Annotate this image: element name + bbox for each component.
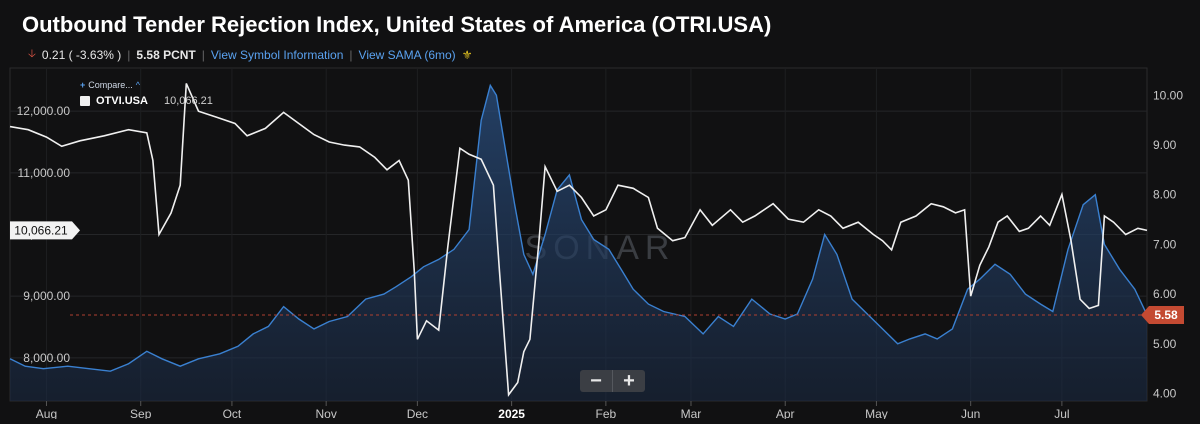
- x-axis-tick-label: Mar: [681, 407, 702, 419]
- x-axis-tick-label: Apr: [776, 407, 795, 419]
- chart-svg[interactable]: SONAR 8,000.009,000.0010,000.0011,000.00…: [0, 66, 1200, 421]
- right-axis-tick-label: 5.00: [1153, 337, 1177, 351]
- change-value: 0.21 ( -3.63% ): [41, 47, 122, 62]
- chevron-up-icon: ^: [135, 80, 141, 90]
- left-current-badge-label: 10,066.21: [14, 223, 68, 237]
- series-marks: [9, 83, 1148, 402]
- x-axis-tick-label: Sep: [130, 407, 152, 419]
- legend-series-value: 10,066.21: [163, 95, 213, 107]
- swag-icon[interactable]: ⚜: [461, 47, 473, 62]
- zoom-out-button[interactable]: −: [590, 370, 602, 392]
- legend: + Compare... ^ OTVI.USA 10,066.21: [80, 80, 213, 107]
- chart[interactable]: SONAR 8,000.009,000.0010,000.0011,000.00…: [0, 66, 1200, 421]
- legend-swatch: [80, 96, 90, 106]
- compare-label: Compare...: [88, 80, 133, 90]
- right-current-badge: [1141, 306, 1184, 325]
- right-current-badge-label: 5.58: [1154, 308, 1178, 322]
- x-axis-tick-label: Aug: [36, 407, 57, 419]
- right-axis-tick-label: 9.00: [1153, 138, 1177, 152]
- down-arrow-icon: 🡣: [28, 48, 36, 60]
- divider: |: [201, 47, 205, 62]
- x-axis-tick-label: 2025: [498, 407, 525, 419]
- page-title: Outbound Tender Rejection Index, United …: [22, 12, 772, 37]
- zoom-in-button[interactable]: +: [612, 370, 645, 392]
- left-axis-tick-label: 9,000.00: [23, 289, 70, 303]
- plus-icon: +: [80, 80, 86, 90]
- right-axis-tick-label: 7.00: [1153, 237, 1177, 251]
- view-symbol-information-link[interactable]: View Symbol Information: [210, 47, 344, 62]
- right-axis-tick-label: 8.00: [1153, 188, 1177, 202]
- legend-item-otvi[interactable]: OTVI.USA 10,066.21: [80, 95, 213, 107]
- left-axis-tick-label: 11,000.00: [18, 166, 71, 180]
- x-axis-tick-label: Jun: [961, 407, 980, 419]
- divider: |: [127, 47, 131, 62]
- quote-bar: 🡣 0.21 ( -3.63% ) | 5.58 PCNT | View Sym…: [28, 45, 472, 64]
- view-sama-link[interactable]: View SAMA (6mo): [358, 47, 456, 62]
- right-axis-tick-label: 6.00: [1153, 287, 1177, 301]
- left-axis-tick-label: 12,000.00: [17, 104, 71, 118]
- x-axis-tick-label: Nov: [315, 407, 336, 419]
- x-axis-tick-label: May: [865, 407, 888, 419]
- current-value: 5.58 PCNT: [136, 47, 196, 62]
- compare-button[interactable]: + Compare... ^: [80, 80, 213, 90]
- axes: 8,000.009,000.0010,000.0011,000.0012,000…: [10, 88, 1184, 421]
- left-current-badge: [10, 221, 80, 240]
- legend-series-name: OTVI.USA: [96, 95, 148, 107]
- otri-area: [10, 85, 1147, 402]
- x-axis-tick-label: Oct: [223, 407, 242, 419]
- left-axis-tick-label: 8,000.00: [23, 351, 70, 365]
- x-axis-tick-label: Feb: [596, 407, 617, 419]
- right-axis-tick-label: 10.00: [1153, 88, 1183, 102]
- divider: |: [349, 47, 353, 62]
- right-axis-tick-label: 4.00: [1153, 387, 1177, 401]
- otvi-line: [9, 83, 1148, 398]
- x-axis-tick-label: Dec: [407, 407, 428, 419]
- zoom-controls: − +: [580, 370, 645, 392]
- x-axis-tick-label: Jul: [1054, 407, 1069, 419]
